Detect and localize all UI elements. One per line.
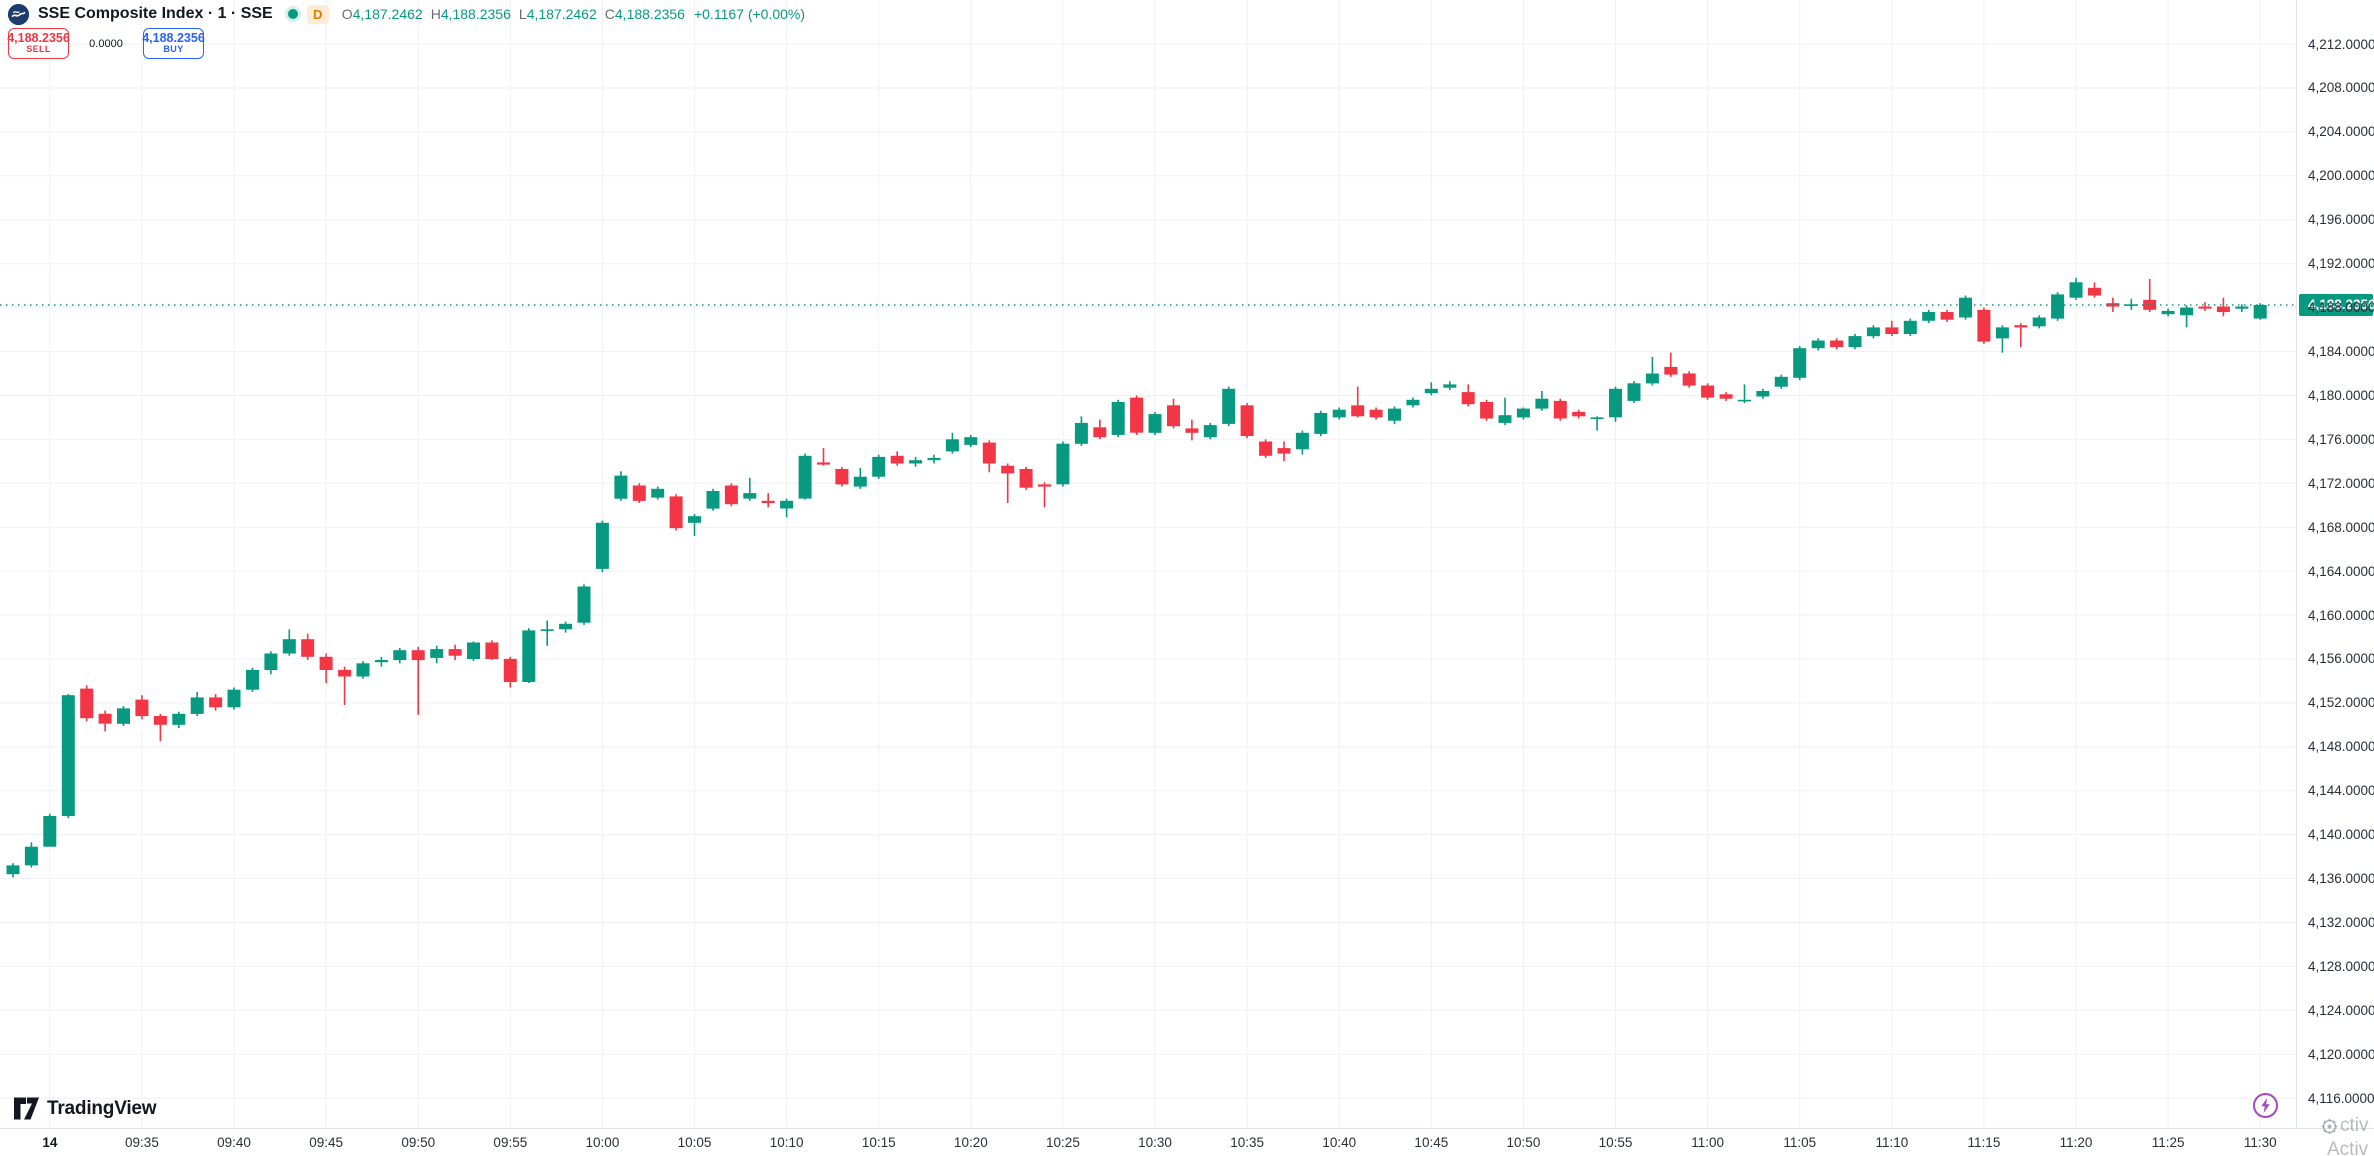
tradingview-logo-text: TradingView	[47, 1097, 157, 1119]
ohlc-item: L4,187.2462	[518, 6, 597, 22]
price-axis-label: 4,156.0000	[2308, 651, 2374, 667]
time-axis-label: 09:45	[309, 1135, 344, 1150]
symbol-logo-icon	[8, 3, 29, 25]
price-axis-label: 4,184.0000	[2308, 344, 2374, 359]
ohlc-item: C4,188.2356	[604, 6, 685, 22]
time-axis-label: 10:10	[769, 1135, 804, 1150]
data-mode-badge[interactable]: D	[306, 4, 329, 24]
price-axis-label: 4,208.0000	[2308, 80, 2374, 96]
price-axis-label: 4,196.0000	[2308, 212, 2374, 228]
time-axis-label: 11:30	[2243, 1135, 2277, 1150]
price-axis-label: 4,148.0000	[2308, 739, 2374, 755]
change-value: +0.1167 (+0.00%)	[693, 6, 806, 22]
time-axis-label: 11:15	[1967, 1135, 2001, 1150]
time-axis-label: 11:05	[1783, 1135, 1817, 1150]
time-axis-label: 10:50	[1506, 1135, 1541, 1150]
watermark-fragment-text: Activ	[2327, 1139, 2368, 1156]
tradingview-logo[interactable]: TradingView	[14, 1097, 157, 1120]
watermark-text-1: ctiv	[2340, 1115, 2369, 1136]
price-axis-label: 4,128.0000	[2308, 958, 2374, 974]
buy-label: BUY	[163, 44, 184, 55]
price-axis-label: 4,132.0000	[2308, 914, 2374, 930]
price-axis-label: 4,180.0000	[2308, 387, 2374, 403]
price-axis-label: 4,192.0000	[2308, 256, 2374, 272]
instant-trading-badge[interactable]	[2252, 1092, 2279, 1119]
time-axis[interactable]: 14 09:35 09:40 09:45 09:50 09:55 10:00 10:05 10:…	[0, 1128, 2374, 1156]
trade-panel: 4,188.2356 SELL 0.0000 4,188.2356 BUY	[7, 28, 205, 59]
price-axis-label: 4,136.0000	[2308, 871, 2374, 887]
ohlc-item: H4,188.2356	[430, 6, 511, 22]
spread-value: 0.0000	[89, 37, 123, 50]
current-price-label: 4,188.2356	[2299, 294, 2374, 316]
sell-button[interactable]: 4,188.2356 SELL	[7, 28, 70, 59]
ohlc-item: O4,187.2462	[341, 6, 423, 22]
symbol-title[interactable]: SSE Composite Index · 1 · SSE	[38, 5, 273, 22]
sell-label: SELL	[26, 44, 51, 55]
price-axis-label: 4,188.0000	[2308, 300, 2374, 316]
time-axis-label: 10:45	[1414, 1135, 1449, 1150]
time-axis-label: 11:25	[2151, 1135, 2185, 1150]
time-axis-label: 11:00	[1691, 1135, 1725, 1150]
time-axis-label: 10:00	[585, 1135, 620, 1150]
buy-button[interactable]: 4,188.2356 BUY	[142, 28, 205, 59]
ohlc-values: O4,187.2462 H4,188.2356 L4,187.2462 C4,188.…	[342, 6, 685, 22]
price-axis-label: 4,140.0000	[2308, 827, 2374, 843]
time-axis-label: 09:50	[401, 1135, 436, 1150]
price-axis-label: 4,116.0000	[2308, 1090, 2374, 1106]
candlestick-chart[interactable]	[0, 0, 2296, 1128]
sell-price: 4,188.2356	[7, 30, 70, 45]
time-axis-label: 10:15	[861, 1135, 896, 1150]
time-axis-label: 11:10	[1875, 1135, 1909, 1150]
price-axis-label: 4,204.0000	[2308, 124, 2374, 140]
price-axis-label: 4,124.0000	[2308, 1002, 2374, 1018]
time-axis-label: 10:40	[1322, 1135, 1357, 1150]
price-axis-label: 4,164.0000	[2308, 563, 2374, 579]
price-axis-label: 4,144.0000	[2308, 783, 2374, 799]
time-axis-label: 10:35	[1230, 1135, 1265, 1150]
symbol-header: SSE Composite Index · 1 · SSE D O4,187.2…	[8, 3, 805, 25]
price-axis-label: 4,160.0000	[2308, 607, 2374, 623]
time-axis-label: 10:05	[677, 1135, 712, 1150]
market-status-dot-icon	[287, 9, 298, 19]
time-axis-label: 10:30	[1138, 1135, 1172, 1150]
watermark-text-2: Activ	[2327, 1139, 2369, 1156]
price-axis-label: 4,152.0000	[2308, 695, 2374, 711]
time-axis-label: 09:35	[125, 1135, 159, 1150]
time-axis-label: 10:25	[1046, 1135, 1080, 1150]
time-axis-label: 14	[42, 1135, 58, 1150]
time-axis-label: 10:20	[953, 1135, 988, 1150]
price-axis[interactable]: 4,188.2356 4,116.0000 4,120.0000 4,124.000…	[2296, 0, 2374, 1128]
tradingview-logo-icon	[14, 1097, 39, 1120]
watermark-fragment-gear: ctiv	[2321, 1115, 2369, 1137]
gear-icon	[2321, 1118, 2338, 1134]
price-axis-label: 4,212.0000	[2308, 36, 2374, 52]
price-axis-label: 4,176.0000	[2308, 431, 2374, 447]
time-axis-label: 09:55	[493, 1135, 528, 1150]
price-axis-label: 4,200.0000	[2308, 168, 2374, 184]
time-axis-label: 09:40	[217, 1135, 251, 1150]
time-axis-label: 10:55	[1598, 1135, 1633, 1150]
price-axis-label: 4,168.0000	[2308, 519, 2374, 535]
time-axis-label: 11:20	[2059, 1135, 2093, 1150]
price-axis-label: 4,120.0000	[2308, 1046, 2374, 1062]
price-axis-label: 4,172.0000	[2308, 475, 2374, 491]
buy-price: 4,188.2356	[142, 30, 205, 45]
